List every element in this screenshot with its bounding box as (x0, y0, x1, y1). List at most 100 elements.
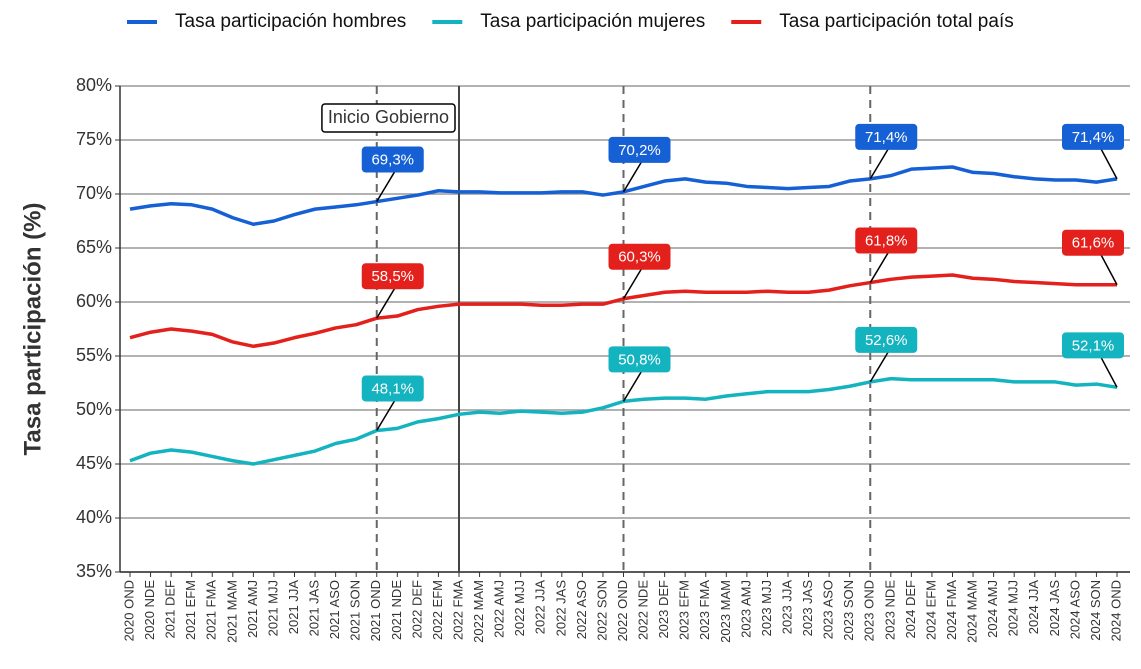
x-tick-label: 2023 JAS (800, 580, 815, 637)
x-tick-label: 2022 EFM (430, 580, 445, 640)
x-tick-label: 2021 JAS (307, 580, 322, 637)
x-tick-label: 2023 JJA (779, 580, 794, 635)
leader-line (376, 171, 396, 202)
value-label: 69,3% (371, 152, 414, 169)
x-tick-label: 2023 MAM (718, 580, 733, 643)
x-tick-label: 2022 MAM (471, 580, 486, 643)
x-tick-label: 2024 FMA (944, 580, 959, 640)
x-tick-label: 2022 FMA (450, 580, 465, 640)
y-tick-label: 80% (76, 75, 112, 95)
x-tick-label: 2023 ASO (821, 580, 836, 639)
value-label: 71,4% (1072, 129, 1115, 146)
x-tick-label: 2024 JJA (1026, 580, 1041, 635)
value-label: 52,6% (865, 332, 908, 349)
leader-line (622, 370, 643, 402)
x-tick-label: 2022 MJJ (512, 580, 527, 636)
x-tick-label: 2023 NDE (882, 580, 897, 640)
value-label: 71,4% (865, 129, 908, 146)
value-label: 61,8% (865, 233, 908, 250)
x-tick-label: 2023 FMA (697, 580, 712, 640)
x-tick-label: 2023 AMJ (738, 580, 753, 638)
x-tick-label: 2021 FMA (204, 580, 219, 640)
leader-line (376, 287, 396, 319)
x-tick-label: 2022 SON (594, 580, 609, 641)
y-tick-label: 75% (76, 129, 112, 149)
value-label: 58,5% (371, 268, 414, 285)
leader-line (1100, 254, 1118, 286)
x-tick-label: 2020 OND (121, 580, 136, 641)
leader-line (1100, 356, 1118, 388)
x-tick-label: 2023 SON (841, 580, 856, 641)
value-label: 50,8% (618, 351, 661, 368)
x-tick-label: 2022 JJA (533, 580, 548, 635)
value-label-box (855, 227, 918, 254)
x-tick-label: 2022 ASO (574, 580, 589, 639)
value-label-box (1062, 123, 1124, 150)
y-axis-label: Tasa participación (%) (19, 203, 46, 456)
value-label: 61,6% (1072, 235, 1115, 252)
x-tick-label: 2021 ASO (327, 580, 342, 639)
value-label-box (361, 146, 424, 173)
value-label: 52,1% (1072, 337, 1115, 354)
annotation-box (321, 103, 456, 133)
x-tick-label: 2024 JAS (1047, 580, 1062, 637)
x-tick-label: 2022 OND (615, 580, 630, 641)
x-tick-label: 2021 MJJ (265, 580, 280, 636)
leader-line (1100, 148, 1118, 180)
leader-line (869, 351, 889, 383)
y-tick-label: 35% (76, 561, 112, 581)
legend-label: Tasa participación hombres (175, 11, 406, 32)
y-tick-label: 60% (76, 291, 112, 311)
x-tick-label: 2024 AMJ (985, 580, 1000, 638)
legend-label: Tasa participación mujeres (480, 11, 705, 32)
x-tick-label: 2022 AMJ (492, 580, 507, 638)
x-tick-label: 2024 MAM (965, 580, 980, 643)
x-tick-label: 2021 JJA (286, 580, 301, 635)
y-tick-label: 65% (76, 237, 112, 257)
x-tick-label: 2024 SON (1088, 580, 1103, 641)
x-tick-label: 2022 JAS (553, 580, 568, 637)
x-tick-label: 2021 MAM (224, 580, 239, 643)
x-tick-label: 2021 EFM (183, 580, 198, 640)
x-tick-label: 2022 NDE (636, 580, 651, 640)
value-label: 70,2% (618, 142, 661, 159)
x-tick-label: 2024 EFM (923, 580, 938, 640)
value-label-box (855, 123, 918, 150)
leader-line (622, 268, 643, 300)
x-tick-label: 2022 DEF (409, 580, 424, 639)
x-tick-label: 2023 EFM (677, 580, 692, 640)
y-tick-label: 70% (76, 183, 112, 203)
value-label-box (361, 263, 424, 290)
value-label: 60,3% (618, 249, 661, 266)
x-tick-label: 2020 NDE (142, 580, 157, 640)
leader-line (869, 252, 889, 283)
leader-line (622, 161, 643, 193)
x-tick-label: 2021 SON (348, 580, 363, 641)
value-label-box (855, 326, 918, 353)
x-tick-label: 2021 DEF (163, 580, 178, 639)
leader-line (869, 148, 889, 180)
x-tick-label: 2023 MJJ (759, 580, 774, 636)
x-tick-label: 2021 AMJ (245, 580, 260, 638)
x-tick-label: 2021 NDE (389, 580, 404, 640)
x-tick-label: 2024 DEF (903, 580, 918, 639)
x-tick-label: 2021 OND (368, 580, 383, 641)
value-label-box (608, 136, 671, 163)
x-tick-label: 2023 OND (862, 580, 877, 641)
x-tick-label: 2024 OND (1108, 580, 1123, 641)
x-tick-label: 2024 MJJ (1006, 580, 1021, 636)
value-label-box (1062, 332, 1124, 359)
value-label-box (361, 375, 424, 402)
y-tick-label: 45% (76, 453, 112, 473)
x-tick-label: 2024 ASO (1067, 580, 1082, 639)
y-tick-label: 50% (76, 399, 112, 419)
value-label: 48,1% (371, 380, 414, 397)
value-label-box (608, 243, 671, 270)
value-label-box (1062, 229, 1124, 256)
value-label-box (608, 346, 671, 373)
legend-label: Tasa participación total país (779, 11, 1013, 32)
y-tick-label: 40% (76, 507, 112, 527)
y-tick-label: 55% (76, 345, 112, 365)
